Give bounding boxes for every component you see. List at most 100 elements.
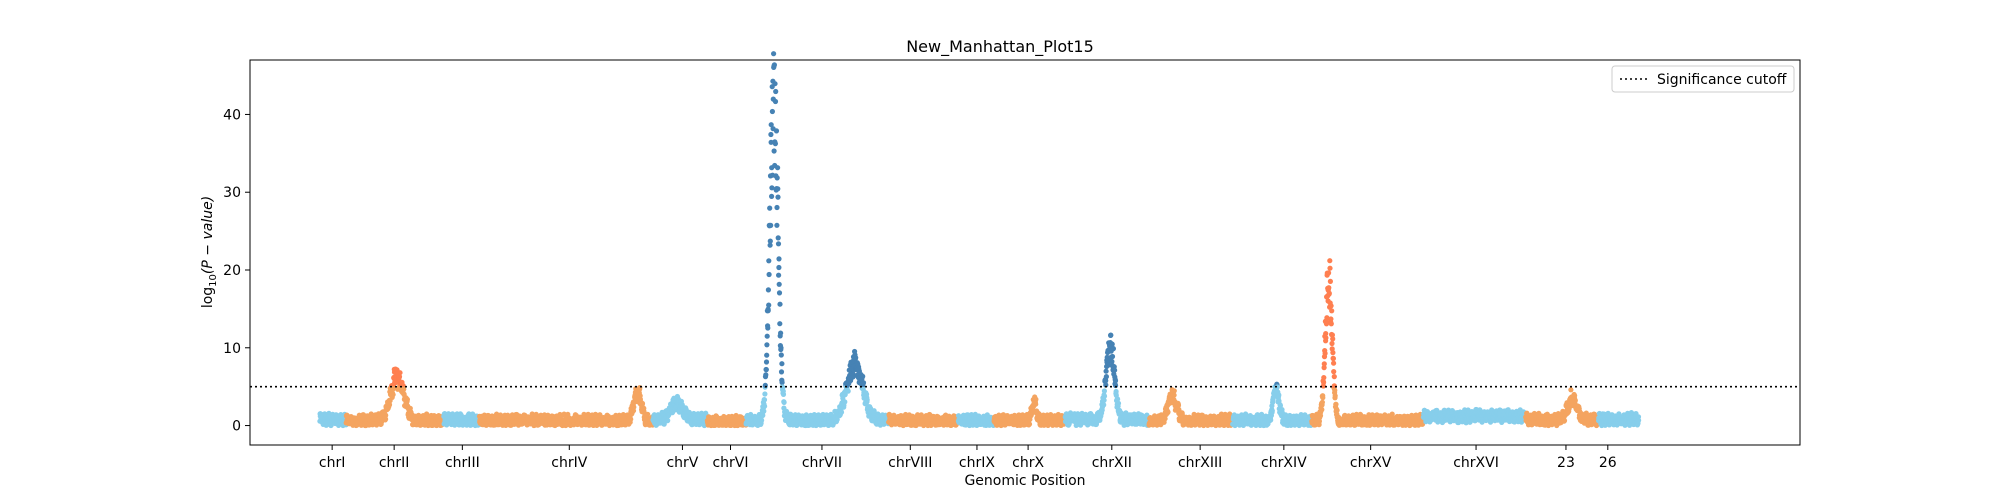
data-point (1330, 336, 1336, 342)
data-point (1103, 368, 1109, 374)
data-point (1109, 341, 1115, 347)
points-chrI (317, 410, 349, 429)
points-chrXV (1309, 258, 1426, 429)
data-point (775, 186, 781, 192)
data-point (1112, 378, 1119, 384)
data-point (1331, 360, 1337, 366)
data-point (766, 258, 772, 264)
points-chrIX (955, 411, 997, 429)
data-point (1332, 387, 1338, 393)
data-point (1328, 303, 1334, 309)
data-point (383, 412, 389, 418)
data-point (383, 416, 389, 422)
points-chrVIII (886, 411, 961, 429)
data-point (842, 399, 848, 405)
data-point (1328, 316, 1334, 322)
data-point (1329, 340, 1335, 347)
data-point (767, 238, 773, 244)
data-point (1115, 400, 1122, 406)
data-point (766, 271, 772, 278)
data-point (1326, 285, 1332, 291)
data-point (1033, 396, 1039, 402)
data-point (762, 391, 768, 397)
data-point (765, 325, 771, 331)
data-point (860, 380, 867, 386)
data-point (779, 361, 785, 367)
data-point (771, 148, 777, 154)
points-chrVII (743, 51, 892, 429)
data-points (317, 51, 1642, 429)
data-point (1323, 335, 1329, 341)
data-point (1101, 393, 1108, 399)
data-point (778, 369, 785, 375)
data-point (772, 98, 779, 105)
data-point (386, 402, 393, 408)
data-point (778, 352, 784, 358)
data-point (401, 386, 407, 392)
points-chrXIV (1230, 381, 1315, 429)
data-point (1165, 409, 1171, 415)
data-point (1328, 321, 1334, 327)
data-point (396, 374, 403, 380)
data-point (860, 373, 866, 379)
data-point (769, 108, 776, 115)
data-point (768, 131, 774, 138)
data-point (763, 372, 769, 378)
data-point (762, 403, 768, 409)
data-point (1326, 270, 1332, 276)
data-point (1330, 355, 1336, 362)
data-point (637, 385, 643, 391)
points-chrVI (704, 412, 749, 429)
data-point (1319, 407, 1325, 413)
data-point (1327, 258, 1333, 264)
data-point (767, 242, 773, 248)
data-point (1268, 417, 1274, 423)
data-point (771, 51, 777, 57)
data-point (1321, 375, 1327, 381)
data-point (771, 62, 778, 68)
data-point (772, 141, 779, 147)
data-point (631, 404, 637, 410)
data-point (1026, 421, 1033, 427)
data-point (1112, 367, 1118, 373)
data-point (759, 417, 765, 423)
data-point (776, 281, 782, 287)
data-point (853, 355, 859, 361)
points-chrIII (441, 411, 482, 429)
data-point (773, 88, 779, 95)
data-point (764, 352, 770, 358)
data-point (838, 409, 845, 415)
data-point (778, 330, 784, 336)
data-point (390, 386, 397, 392)
data-point (1033, 401, 1039, 407)
data-point (639, 400, 646, 407)
points-chrXIII (1146, 387, 1236, 429)
data-point (763, 359, 770, 365)
data-point (1319, 399, 1325, 405)
data-point (1322, 350, 1328, 356)
data-point (776, 290, 783, 296)
data-point (1269, 408, 1275, 414)
data-point (1109, 353, 1116, 360)
data-point (1333, 401, 1339, 407)
data-point (775, 194, 781, 200)
points-chrIV (476, 385, 656, 429)
data-point (773, 128, 780, 134)
data-point (774, 175, 780, 181)
data-point (764, 342, 770, 348)
data-point (1326, 290, 1332, 296)
points-chrV (650, 393, 710, 429)
data-point (761, 397, 768, 403)
data-point (777, 321, 783, 327)
data-point (1276, 392, 1282, 398)
data-point (772, 81, 778, 87)
data-point (761, 408, 767, 414)
data-point (1331, 369, 1337, 375)
data-point (775, 165, 781, 171)
data-point (767, 205, 773, 211)
data-point (1321, 379, 1327, 385)
data-point (775, 241, 782, 247)
points-chrXII (1062, 332, 1152, 428)
data-point (764, 333, 770, 339)
